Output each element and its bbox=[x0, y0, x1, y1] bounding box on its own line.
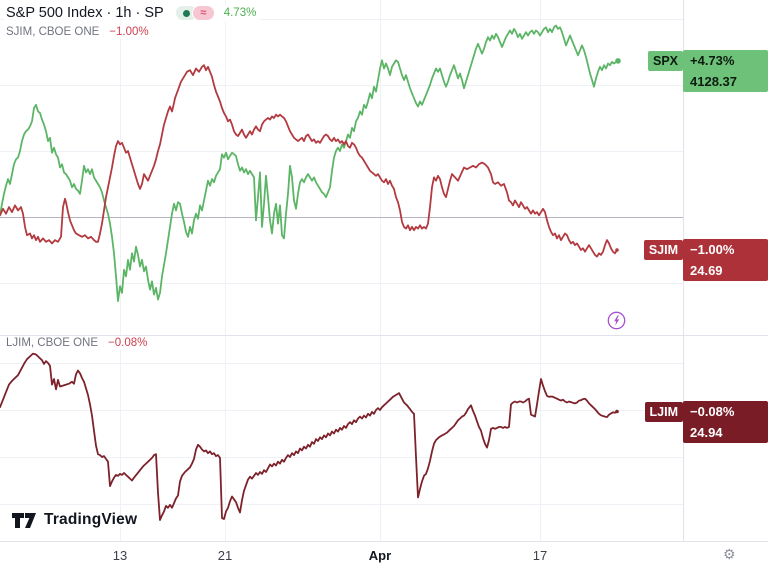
lightning-icon bbox=[607, 311, 626, 330]
spx-price-badge: +4.73% 4128.37 bbox=[683, 50, 768, 92]
sjim-last-price-dot bbox=[615, 248, 619, 252]
main-change-percent: 4.73% bbox=[223, 7, 257, 19]
symbol-title: S&P 500 Index · 1h · SP bbox=[6, 5, 164, 21]
spx-symbol-badge: SPX bbox=[647, 51, 683, 71]
green-dot-icon bbox=[182, 9, 190, 17]
spx-price-badge-line: +4.73% bbox=[690, 53, 735, 68]
time-axis-label: 17 bbox=[532, 548, 548, 563]
time-axis-separator bbox=[0, 541, 768, 542]
ljim-change-percent: −0.08% bbox=[108, 337, 148, 349]
price-axis-separator bbox=[683, 0, 684, 569]
ljim-symbol-badge: LJIM bbox=[644, 402, 683, 422]
horizontal-gridline bbox=[0, 85, 683, 86]
ljim-symbol-label: LJIM, CBOE ONE bbox=[6, 337, 99, 349]
vertical-gridline bbox=[380, 0, 381, 541]
ljim-price-badge-line: −0.08% bbox=[690, 404, 735, 419]
time-axis-label: 21 bbox=[217, 548, 233, 563]
vertical-gridline bbox=[120, 0, 121, 541]
legend-flags: ≈ bbox=[175, 5, 215, 21]
marker-dot-pill[interactable] bbox=[175, 6, 197, 20]
spx-last-price-dot bbox=[615, 58, 621, 64]
horizontal-gridline bbox=[0, 151, 683, 152]
horizontal-gridline bbox=[0, 457, 683, 458]
zero-line bbox=[0, 410, 683, 411]
legend-ljim-row[interactable]: LJIM, CBOE ONE −0.08% bbox=[4, 336, 152, 350]
tradingview-logo-icon bbox=[12, 512, 36, 528]
sjim-symbol-badge: SJIM bbox=[643, 240, 683, 260]
horizontal-gridline bbox=[0, 283, 683, 284]
ljim-pane-canvas bbox=[0, 352, 619, 521]
spx-series-line[interactable] bbox=[0, 24, 619, 303]
approx-icon: ≈ bbox=[200, 7, 207, 19]
sjim-price-badge: −1.00% 24.69 bbox=[683, 239, 768, 281]
legend-main-row[interactable]: S&P 500 Index · 1h · SP ≈ 4.73% bbox=[4, 4, 261, 22]
tradingview-logo-text: TradingView bbox=[44, 511, 138, 528]
tradingview-logo[interactable]: TradingView bbox=[12, 511, 137, 529]
sjim-symbol-label: SJIM, CBOE ONE bbox=[6, 26, 100, 38]
vertical-gridline bbox=[225, 0, 226, 541]
ljim-series-line[interactable] bbox=[0, 352, 618, 521]
sjim-series-line[interactable] bbox=[0, 64, 618, 258]
sjim-price-badge-line: −1.00% bbox=[690, 242, 735, 257]
flag-pill[interactable]: ≈ bbox=[191, 5, 215, 21]
ljim-price-badge-line: 24.94 bbox=[690, 425, 723, 440]
vertical-gridline bbox=[540, 0, 541, 541]
ljim-price-badge: −0.08% 24.94 bbox=[683, 401, 768, 443]
spx-price-badge-line: 4128.37 bbox=[690, 74, 737, 89]
time-axis-label: 13 bbox=[112, 548, 128, 563]
pane-separator[interactable] bbox=[0, 335, 768, 336]
horizontal-gridline bbox=[0, 504, 683, 505]
sjim-price-badge-line: 24.69 bbox=[690, 263, 723, 278]
horizontal-gridline bbox=[0, 19, 683, 20]
sjim-change-percent: −1.00% bbox=[109, 26, 149, 38]
time-axis[interactable]: 13 21 Apr 17 bbox=[0, 542, 768, 569]
ljim-last-price-dot bbox=[615, 409, 619, 414]
main-pane-canvas bbox=[0, 24, 621, 303]
instant-trading-button[interactable] bbox=[607, 311, 626, 330]
legend-sjim-row[interactable]: SJIM, CBOE ONE −1.00% bbox=[4, 25, 153, 39]
gear-icon[interactable]: ⚙ bbox=[723, 546, 736, 562]
zero-line bbox=[0, 217, 683, 218]
axis-corner: ⚙ bbox=[683, 542, 768, 569]
plot-area[interactable] bbox=[0, 0, 683, 541]
time-axis-label: Apr bbox=[368, 548, 392, 563]
horizontal-gridline bbox=[0, 363, 683, 364]
